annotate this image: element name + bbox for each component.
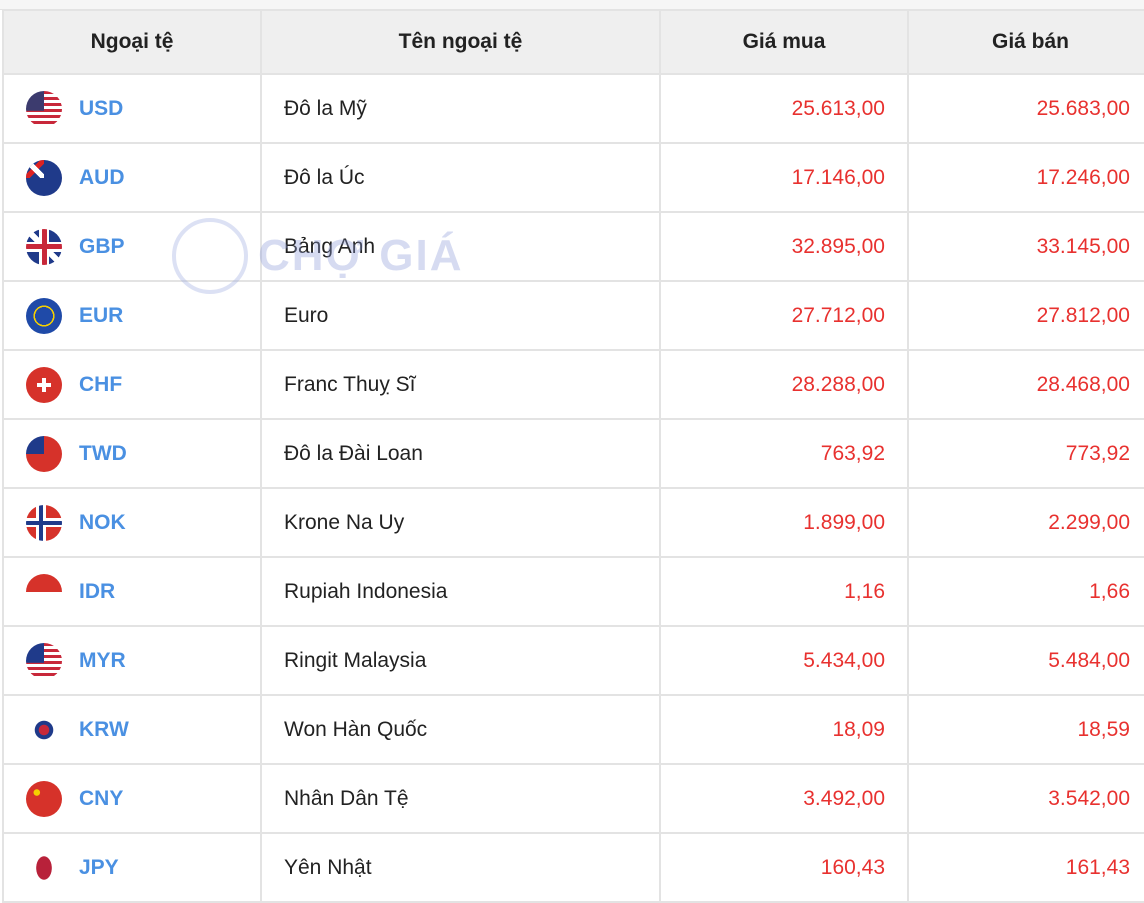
sell-price: 18,59: [907, 694, 1144, 765]
table-row: CNY Nhân Dân Tệ 3.492,00 3.542,00: [2, 763, 1144, 834]
sell-price: 161,43: [907, 832, 1144, 903]
tw-flag-icon: [26, 435, 62, 472]
currency-name: Đô la Mỹ: [260, 73, 661, 144]
buy-price: 3.492,00: [659, 763, 909, 834]
sell-price: 25.683,00: [907, 73, 1144, 144]
sell-price: 3.542,00: [907, 763, 1144, 834]
currency-name: Đô la Úc: [260, 142, 661, 213]
sell-price: 27.812,00: [907, 280, 1144, 351]
currency-cell: JPY: [2, 832, 262, 903]
currency-name: Yên Nhật: [260, 832, 661, 903]
table-row: GBP Bảng Anh 32.895,00 33.145,00: [2, 211, 1144, 282]
table-row: AUD Đô la Úc 17.146,00 17.246,00: [2, 142, 1144, 213]
currency-code-link[interactable]: CNY: [79, 786, 124, 810]
currency-cell: MYR: [2, 625, 262, 696]
sell-price: 1,66: [907, 556, 1144, 627]
buy-price: 32.895,00: [659, 211, 909, 282]
buy-price: 18,09: [659, 694, 909, 765]
currency-code-link[interactable]: AUD: [79, 165, 125, 189]
currency-cell: KRW: [2, 694, 262, 765]
table-row: JPY Yên Nhật 160,43 161,43: [2, 832, 1144, 903]
buy-price: 160,43: [659, 832, 909, 903]
exchange-rate-table: Ngoại tệ Tên ngoại tệ Giá mua Giá bán US…: [2, 9, 1144, 903]
table-row: TWD Đô la Đài Loan 763,92 773,92: [2, 418, 1144, 489]
currency-code-link[interactable]: USD: [79, 96, 124, 120]
sell-price: 2.299,00: [907, 487, 1144, 558]
currency-name: Rupiah Indonesia: [260, 556, 661, 627]
buy-price: 17.146,00: [659, 142, 909, 213]
us-flag-icon: [26, 90, 62, 127]
currency-name: Ringit Malaysia: [260, 625, 661, 696]
currency-code-link[interactable]: CHF: [79, 372, 123, 396]
currency-name: Won Hàn Quốc: [260, 694, 661, 765]
eu-flag-icon: [26, 297, 62, 334]
currency-code-link[interactable]: TWD: [79, 441, 127, 465]
no-flag-icon: [26, 504, 62, 541]
currency-name: Nhân Dân Tệ: [260, 763, 661, 834]
table-row: CHF Franc Thuỵ Sĩ 28.288,00 28.468,00: [2, 349, 1144, 420]
table-row: KRW Won Hàn Quốc 18,09 18,59: [2, 694, 1144, 765]
currency-name: Bảng Anh: [260, 211, 661, 282]
buy-price: 25.613,00: [659, 73, 909, 144]
currency-code-link[interactable]: KRW: [79, 717, 129, 741]
currency-name: Krone Na Uy: [260, 487, 661, 558]
currency-cell: IDR: [2, 556, 262, 627]
gb-flag-icon: [26, 228, 62, 265]
jp-flag-icon: [26, 849, 62, 886]
currency-name: Đô la Đài Loan: [260, 418, 661, 489]
currency-cell: USD: [2, 73, 262, 144]
buy-price: 1.899,00: [659, 487, 909, 558]
buy-price: 27.712,00: [659, 280, 909, 351]
header-currency: Ngoại tệ: [2, 9, 262, 75]
sell-price: 28.468,00: [907, 349, 1144, 420]
buy-price: 5.434,00: [659, 625, 909, 696]
sell-price: 33.145,00: [907, 211, 1144, 282]
currency-code-link[interactable]: EUR: [79, 303, 124, 327]
table-row: USD Đô la Mỹ 25.613,00 25.683,00: [2, 73, 1144, 144]
id-flag-icon: [26, 573, 62, 610]
table-row: MYR Ringit Malaysia 5.434,00 5.484,00: [2, 625, 1144, 696]
currency-cell: CHF: [2, 349, 262, 420]
currency-name: Franc Thuỵ Sĩ: [260, 349, 661, 420]
currency-cell: AUD: [2, 142, 262, 213]
currency-code-link[interactable]: NOK: [79, 510, 126, 534]
header-sell-price: Giá bán: [907, 9, 1144, 75]
header-currency-name: Tên ngoại tệ: [260, 9, 661, 75]
currency-code-link[interactable]: IDR: [79, 579, 116, 603]
table-header-row: Ngoại tệ Tên ngoại tệ Giá mua Giá bán: [2, 9, 1144, 75]
sell-price: 17.246,00: [907, 142, 1144, 213]
table-row: NOK Krone Na Uy 1.899,00 2.299,00: [2, 487, 1144, 558]
currency-cell: GBP: [2, 211, 262, 282]
buy-price: 1,16: [659, 556, 909, 627]
my-flag-icon: [26, 642, 62, 679]
table-row: IDR Rupiah Indonesia 1,16 1,66: [2, 556, 1144, 627]
sell-price: 5.484,00: [907, 625, 1144, 696]
currency-cell: EUR: [2, 280, 262, 351]
currency-name: Euro: [260, 280, 661, 351]
currency-code-link[interactable]: GBP: [79, 234, 125, 258]
table-row: EUR Euro 27.712,00 27.812,00: [2, 280, 1144, 351]
kr-flag-icon: [26, 711, 62, 748]
currency-cell: NOK: [2, 487, 262, 558]
au-flag-icon: [26, 159, 62, 196]
ch-flag-icon: [26, 366, 62, 403]
header-buy-price: Giá mua: [659, 9, 909, 75]
currency-cell: CNY: [2, 763, 262, 834]
cn-flag-icon: [26, 780, 62, 817]
buy-price: 763,92: [659, 418, 909, 489]
currency-cell: TWD: [2, 418, 262, 489]
sell-price: 773,92: [907, 418, 1144, 489]
currency-code-link[interactable]: MYR: [79, 648, 126, 672]
currency-code-link[interactable]: JPY: [79, 855, 119, 879]
buy-price: 28.288,00: [659, 349, 909, 420]
